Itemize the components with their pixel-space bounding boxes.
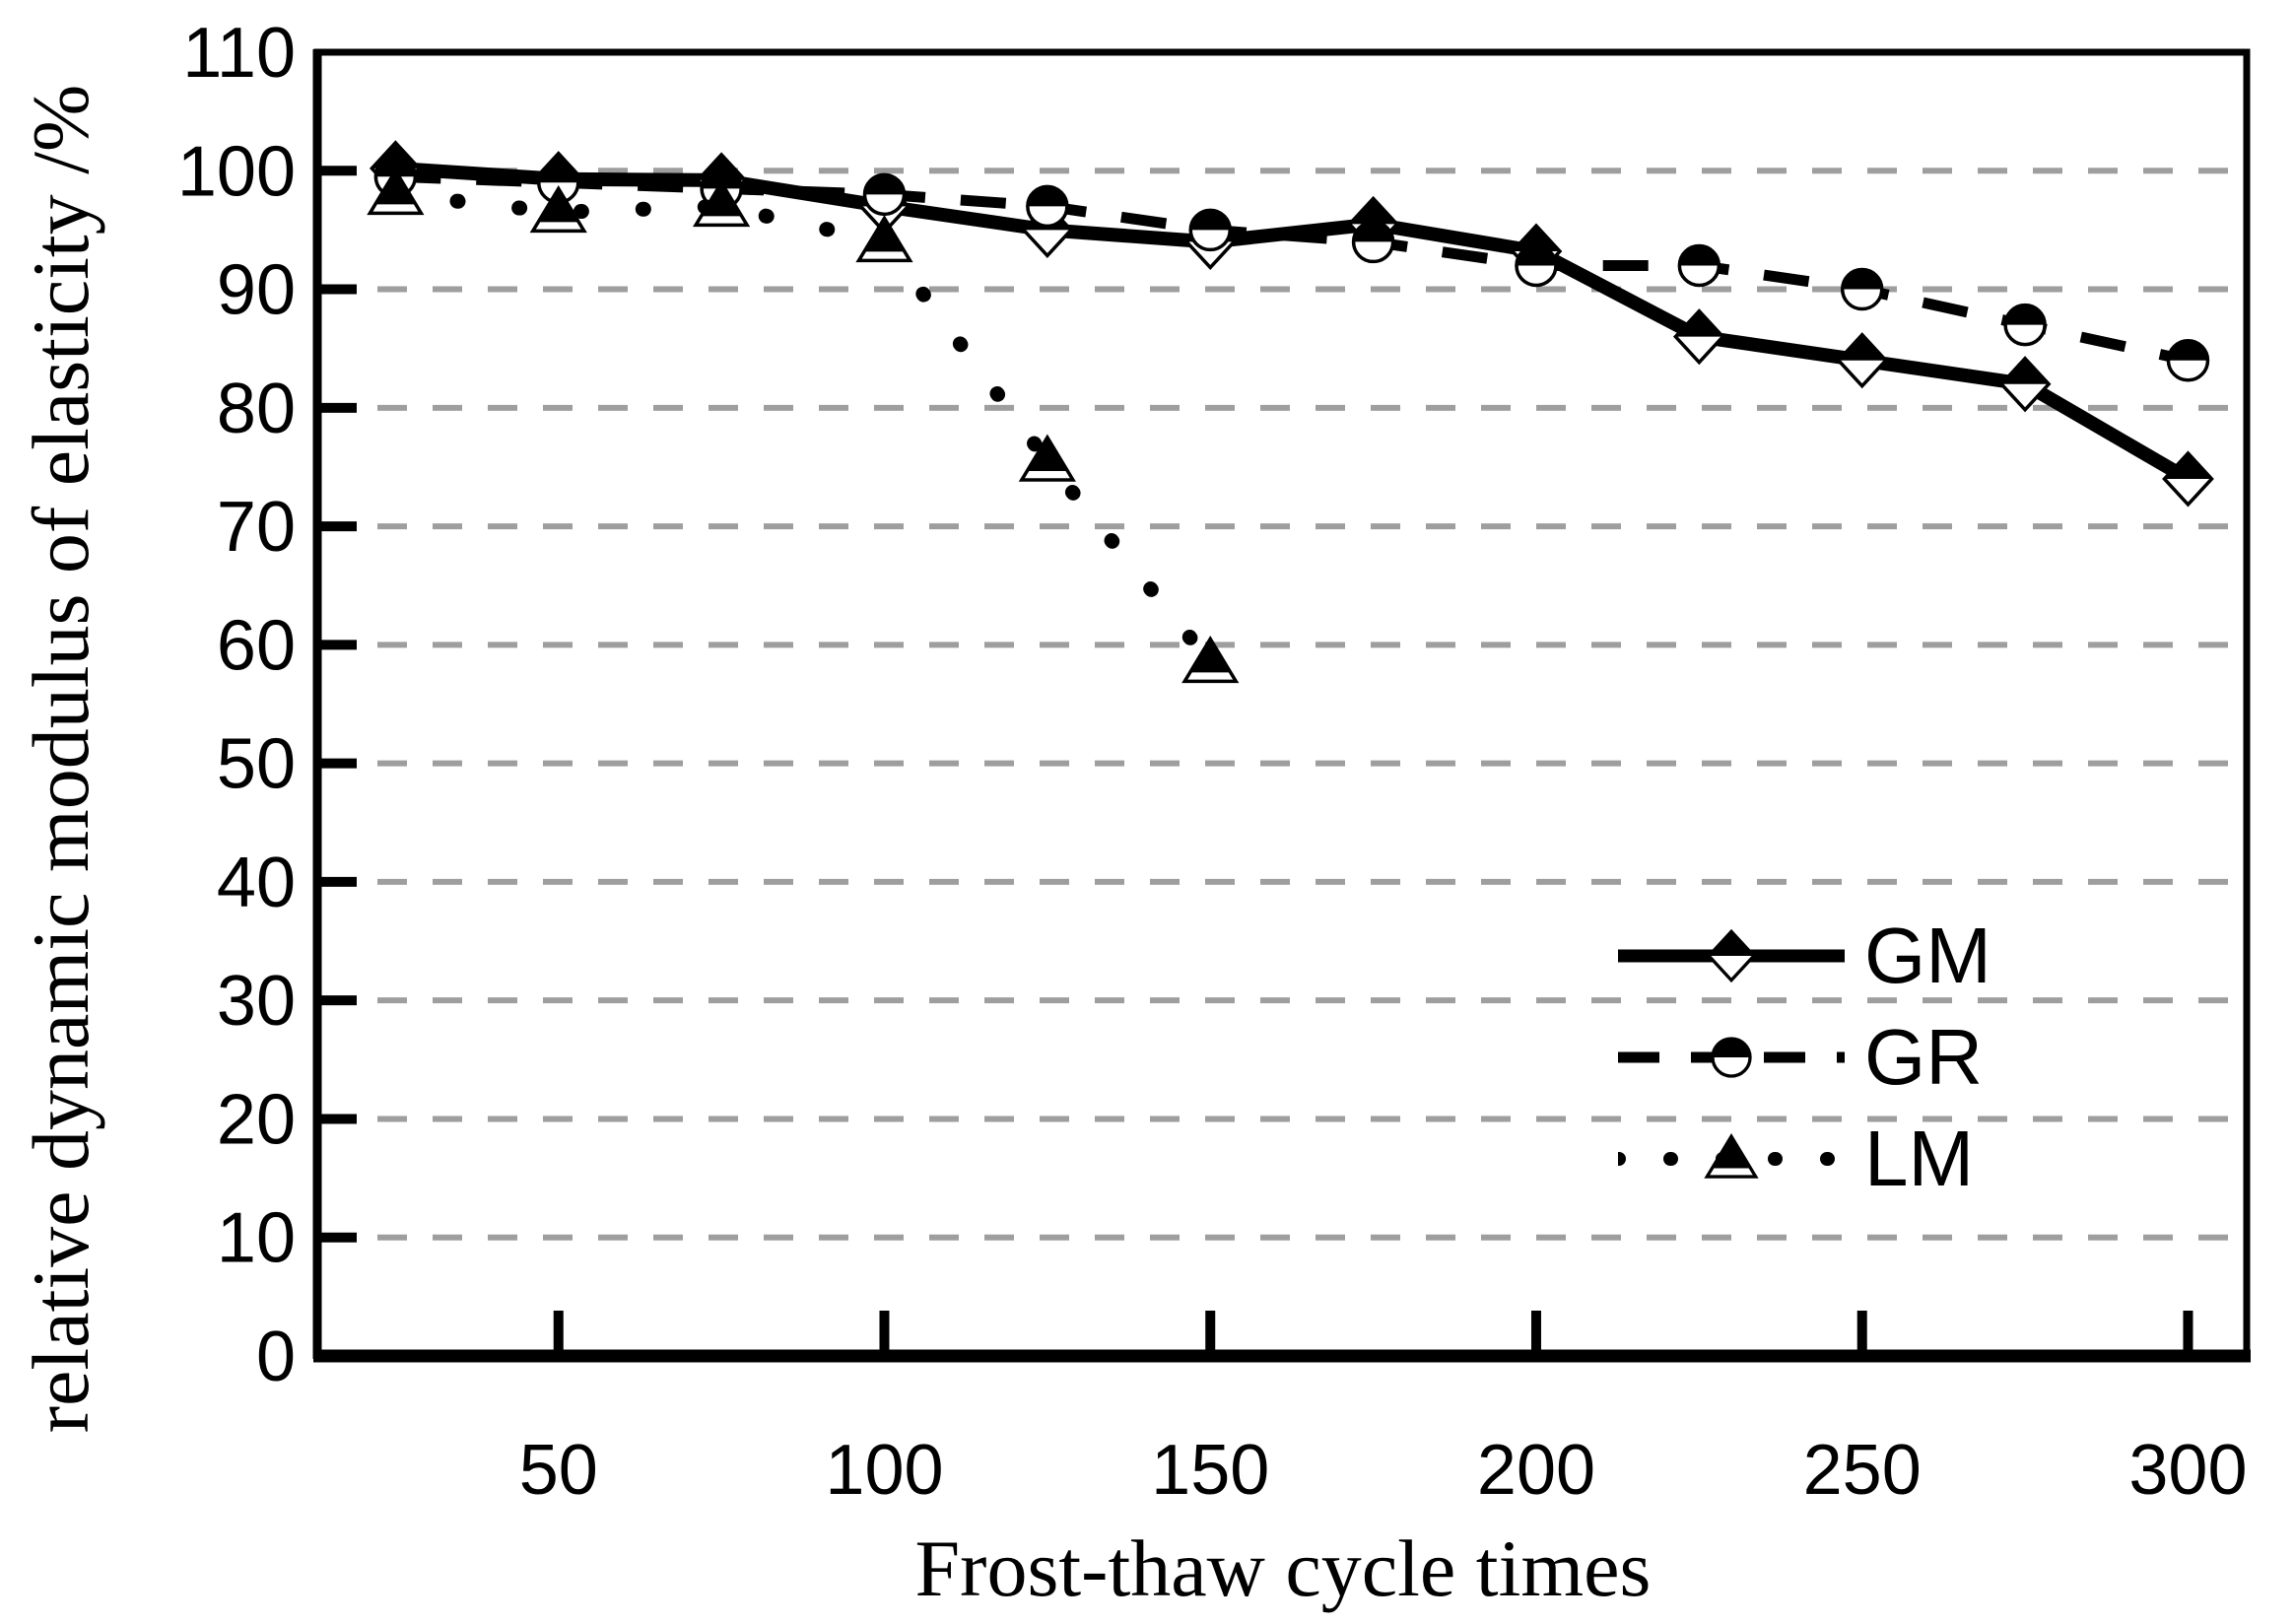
legend-swatch-lm xyxy=(1618,1132,1845,1179)
legend-item-lm: LM xyxy=(1618,1108,1991,1209)
gridlines xyxy=(322,168,2242,1241)
data-point-marker xyxy=(1840,267,1884,311)
x-tick-label: 200 xyxy=(1477,1431,1595,1510)
y-tick-label: 30 xyxy=(217,962,296,1041)
y-axis-title: relative dynamic modulus of elasticity /… xyxy=(16,84,105,1434)
data-point-marker xyxy=(1836,332,1889,389)
legend-swatch-gr xyxy=(1618,1036,1845,1078)
axes: 0 10 20 30 40 50 60 70 80 90 100 110 50 100 150 200 250 3… xyxy=(177,14,2251,1510)
legend-label-gr: GR xyxy=(1864,1012,1983,1101)
y-tick-label: 0 xyxy=(256,1318,296,1396)
series-line-gm xyxy=(394,161,2192,486)
legend-swatch-gm xyxy=(1618,928,1845,982)
data-point-marker xyxy=(1018,434,1076,482)
data-point-marker xyxy=(1677,243,1721,288)
data-point-marker xyxy=(1188,208,1232,252)
y-tick-label: 40 xyxy=(217,844,296,922)
legend-item-gm: GM xyxy=(1618,905,1991,1006)
x-tick-label: 150 xyxy=(1151,1431,1269,1510)
data-point-marker xyxy=(862,172,907,217)
data-point-marker xyxy=(1672,308,1725,366)
y-tick-label: 60 xyxy=(217,606,296,685)
legend-label-lm: LM xyxy=(1864,1114,1975,1202)
y-tick-label: 20 xyxy=(217,1080,296,1159)
data-point-marker xyxy=(2162,450,2214,508)
legend-marker xyxy=(1706,928,1757,982)
x-tick-label: 300 xyxy=(2128,1431,2247,1510)
y-tick-label: 70 xyxy=(217,488,296,567)
x-tick-label: 50 xyxy=(519,1431,598,1510)
y-tick-label: 80 xyxy=(217,370,296,448)
legend-marker xyxy=(1711,1036,1752,1078)
x-tick-label: 100 xyxy=(825,1431,943,1510)
series-gm xyxy=(369,140,2214,508)
data-point-marker xyxy=(1181,636,1240,684)
legend-label-gm: GM xyxy=(1864,911,1991,999)
data-point-marker xyxy=(2166,338,2210,382)
y-tick-label: 10 xyxy=(217,1199,296,1278)
data-point-marker xyxy=(2003,303,2047,347)
data-point-marker xyxy=(367,167,425,216)
data-point-marker xyxy=(1026,184,1069,229)
data-point-marker xyxy=(1515,243,1558,288)
data-point-marker xyxy=(693,178,751,228)
series-line-gr xyxy=(395,170,2190,367)
data-point-marker xyxy=(529,184,587,234)
series-lm xyxy=(367,167,1240,684)
legend: GM GR LM xyxy=(1618,905,1991,1209)
y-tick-label: 100 xyxy=(177,132,296,211)
x-axis-title: Frost-thaw cycle times xyxy=(914,1523,1652,1613)
y-tick-label: 90 xyxy=(217,251,296,330)
legend-marker xyxy=(1704,1132,1759,1179)
series-gr xyxy=(373,155,2210,382)
data-point-marker xyxy=(855,215,913,263)
y-tick-label: 50 xyxy=(217,725,296,804)
series-line-lm xyxy=(387,186,1218,670)
legend-item-gr: GR xyxy=(1618,1006,1991,1108)
data-point-marker xyxy=(1351,220,1395,264)
x-tick-label: 250 xyxy=(1803,1431,1922,1510)
y-tick-label: 110 xyxy=(182,14,296,93)
data-point-marker xyxy=(1998,356,2052,413)
